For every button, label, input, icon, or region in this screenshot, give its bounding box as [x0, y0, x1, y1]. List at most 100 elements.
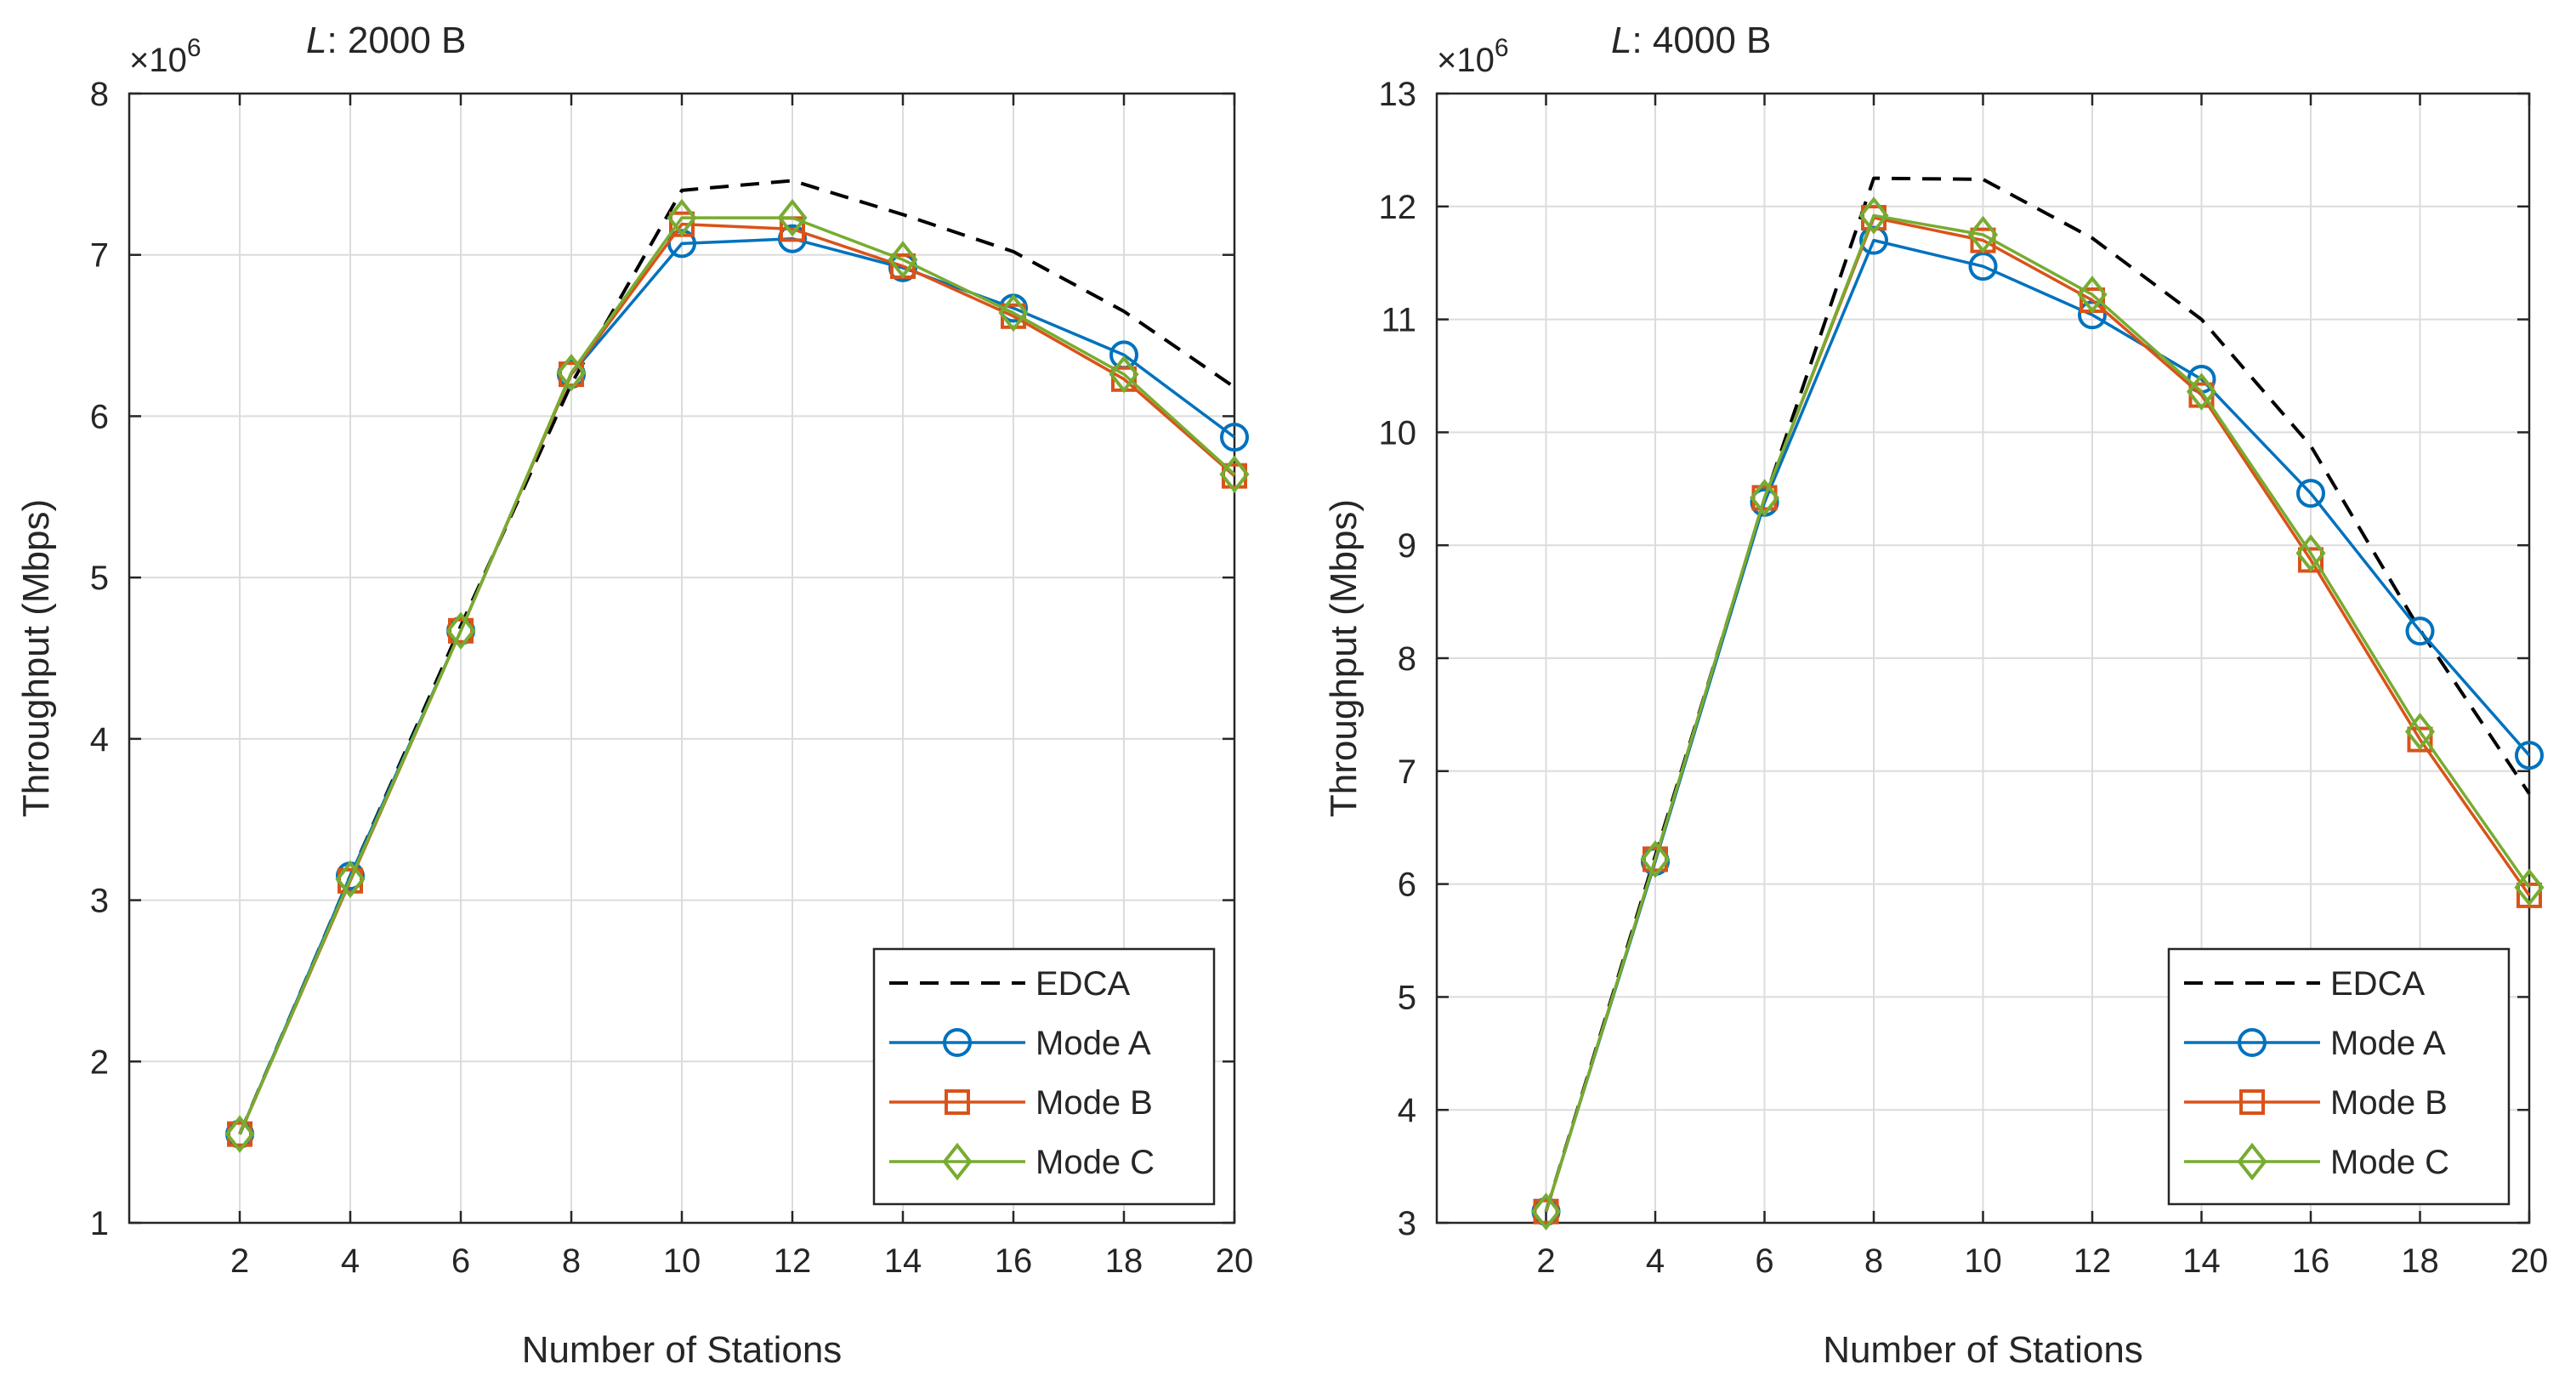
x-tick-label: 14 — [884, 1242, 922, 1280]
data-point-diamond — [2186, 372, 2217, 411]
series-edca — [238, 179, 1236, 1135]
x-tick-label: 2 — [1536, 1242, 1555, 1280]
data-point-circle — [1220, 423, 1249, 452]
legend-label: Mode C — [2330, 1144, 2449, 1181]
x-tick-label: 18 — [1105, 1242, 1143, 1280]
series-line — [1544, 213, 2531, 1213]
legend-label: Mode C — [1036, 1144, 1155, 1181]
y-axis-label: Throughput (Mbps) — [15, 499, 57, 817]
legend-item: Mode B — [2184, 1084, 2448, 1122]
data-point-diamond — [1640, 840, 1671, 878]
data-point-circle — [2296, 479, 2325, 509]
legend-label: Mode A — [2330, 1025, 2446, 1062]
y-tick-label: 10 — [1379, 414, 1417, 452]
data-point-diamond — [777, 198, 808, 237]
y-tick-label: 7 — [1398, 753, 1416, 791]
y-tick-label: 8 — [90, 76, 109, 113]
legend-marker-circle — [2238, 1028, 2267, 1057]
legend-marker-square — [945, 1089, 970, 1115]
x-tick-label: 16 — [995, 1242, 1033, 1280]
chart-title: L: 2000 B — [306, 20, 466, 61]
y-axis-exponent: ×106 — [129, 34, 201, 79]
y-tick-label: 5 — [1398, 979, 1416, 1016]
data-point-diamond — [1858, 196, 1889, 235]
x-tick-label: 12 — [774, 1242, 812, 1280]
y-tick-label: 8 — [1398, 640, 1416, 678]
data-point-diamond — [556, 353, 587, 392]
series-mode-c — [1530, 196, 2545, 1230]
legend-label: EDCA — [1036, 965, 1130, 1003]
x-axis-label: Number of Stations — [1823, 1329, 2143, 1371]
y-tick-label: 13 — [1379, 76, 1417, 113]
x-tick-label: 12 — [2074, 1242, 2112, 1280]
chart-title-variable: L — [306, 20, 326, 61]
x-tick-label: 8 — [1864, 1242, 1883, 1280]
legend-item: Mode B — [889, 1084, 1153, 1122]
data-point-diamond — [445, 611, 476, 650]
y-tick-label: 4 — [1398, 1092, 1416, 1129]
y-tick-label: 12 — [1379, 189, 1417, 226]
y-axis-exponent-base: ×10 — [129, 42, 187, 79]
data-point-diamond — [2404, 713, 2436, 751]
y-tick-label: 4 — [90, 721, 109, 759]
chart-panel-1: L: 2000 B2 4 6 8 10 12 14 16 18 2012345678×106Num… — [15, 20, 1253, 1371]
legend-item: Mode C — [2184, 1142, 2449, 1181]
legend-item: Mode C — [889, 1142, 1155, 1181]
x-tick-label: 16 — [2292, 1242, 2330, 1280]
legend-marker-diamond — [2237, 1142, 2267, 1181]
x-tick-label: 6 — [451, 1242, 470, 1280]
y-tick-label: 5 — [90, 560, 109, 597]
y-axis-label: Throughput (Mbps) — [1323, 499, 1365, 817]
y-tick-label: 1 — [90, 1205, 109, 1242]
y-axis-exponent-power: 6 — [1495, 34, 1509, 62]
legend-label: Mode B — [2330, 1084, 2448, 1122]
y-tick-label: 11 — [1381, 302, 1416, 339]
x-tick-label: 14 — [2182, 1242, 2221, 1280]
series-line — [238, 216, 1236, 1135]
data-point-diamond — [1219, 455, 1250, 493]
data-point-diamond — [2077, 276, 2108, 314]
chart-title-value: : 4000 B — [1631, 20, 1771, 61]
data-point-diamond — [667, 198, 697, 237]
y-axis-exponent-base: ×10 — [1437, 42, 1495, 79]
data-point-square — [2407, 726, 2433, 753]
x-tick-label: 10 — [1964, 1242, 2002, 1280]
legend-item: EDCA — [889, 965, 1130, 1003]
y-tick-label: 6 — [90, 398, 109, 435]
legend-label: Mode B — [1036, 1084, 1153, 1122]
series-mode-c — [224, 198, 1250, 1153]
data-point-diamond — [1530, 1192, 1562, 1230]
data-point-circle — [2405, 617, 2435, 646]
y-tick-label: 6 — [1398, 867, 1416, 904]
legend-item: EDCA — [2184, 965, 2425, 1003]
chart-panel-2: L: 4000 B 2 4 6 8 10 12 14 16 18 20 3 4 5 6 7 8 9 10 11 12 13… — [1323, 20, 2548, 1371]
legend-item: Mode A — [889, 1025, 1151, 1062]
series-line — [238, 179, 1236, 1135]
legend-marker-diamond — [942, 1142, 973, 1181]
data-point-circle — [2515, 741, 2544, 770]
chart-title: L: 4000 B — [1611, 20, 1771, 61]
x-tick-label: 20 — [1216, 1242, 1254, 1280]
x-tick-label: 4 — [1646, 1242, 1665, 1280]
y-tick-label: 7 — [90, 237, 109, 275]
data-point-diamond — [888, 241, 918, 279]
legend-marker-square — [2239, 1089, 2265, 1115]
y-tick-label: 3 — [1398, 1205, 1416, 1242]
x-tick-label: 10 — [663, 1242, 701, 1280]
data-point-diamond — [1749, 479, 1780, 517]
x-tick-label: 2 — [230, 1242, 249, 1280]
data-point-diamond — [335, 860, 366, 899]
legend-label: EDCA — [2330, 965, 2425, 1003]
y-tick-label: 9 — [1398, 527, 1416, 565]
data-point-diamond — [998, 293, 1029, 332]
y-tick-label: 3 — [90, 883, 109, 920]
data-point-diamond — [2514, 868, 2545, 906]
legend: EDCA Mode A Mode B Mode C — [872, 947, 1216, 1206]
x-tick-label: 6 — [1755, 1242, 1773, 1280]
y-axis-exponent-power: 6 — [187, 34, 201, 62]
x-tick-label: 18 — [2401, 1242, 2439, 1280]
x-axis-label: Number of Stations — [522, 1329, 843, 1371]
x-tick-label: 20 — [2511, 1242, 2549, 1280]
